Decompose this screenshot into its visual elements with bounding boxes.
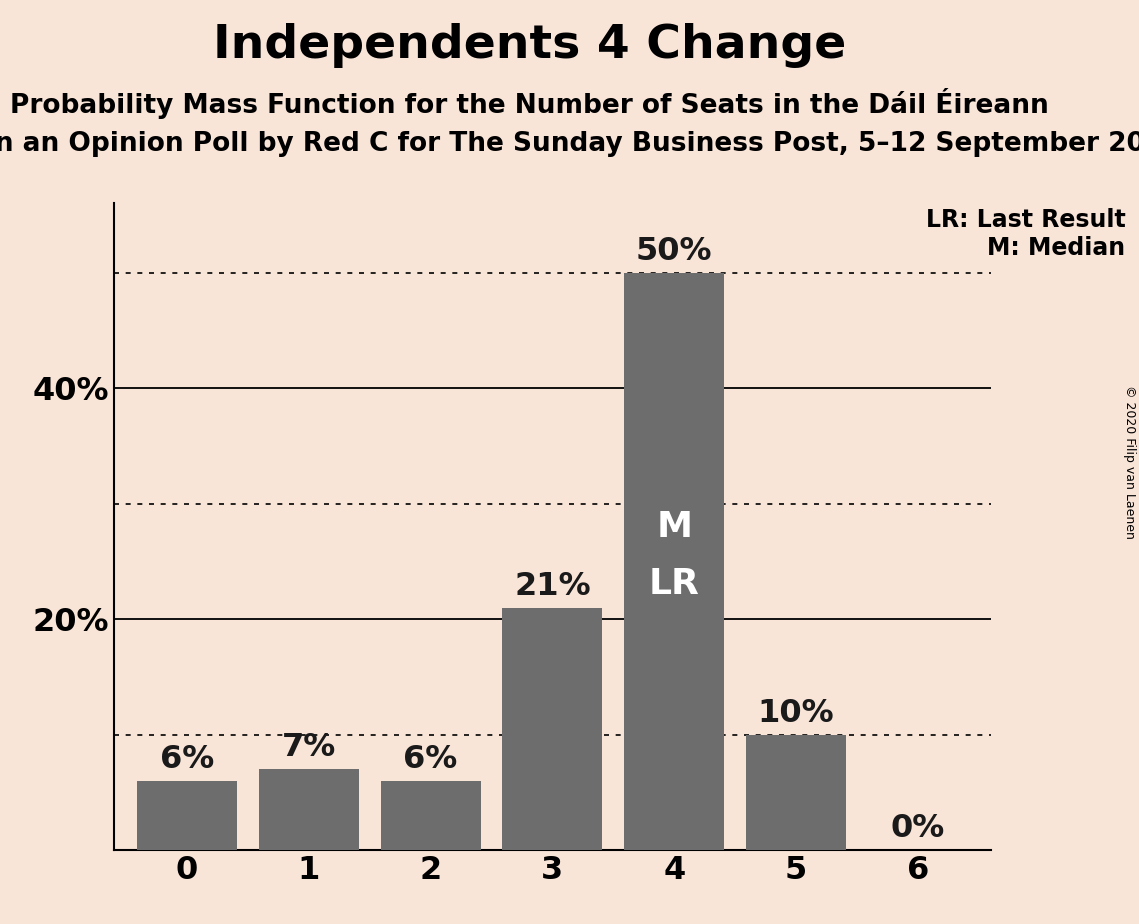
Text: 0%: 0% [891,813,945,845]
Bar [624,273,724,850]
Text: 10%: 10% [757,698,835,729]
Text: LR: Last Result: LR: Last Result [926,208,1125,232]
Bar [380,781,481,850]
Text: Probability Mass Function for the Number of Seats in the Dáil Éireann: Probability Mass Function for the Number… [10,88,1049,119]
Text: M: Median: M: Median [988,236,1125,260]
Bar [259,769,359,850]
Text: 50%: 50% [636,236,713,267]
Text: 6%: 6% [403,744,458,775]
Text: 7%: 7% [281,733,336,763]
Bar [502,608,603,850]
Text: 21%: 21% [514,571,591,602]
Bar [746,735,846,850]
Text: 6%: 6% [159,744,214,775]
Text: Based on an Opinion Poll by Red C for The Sunday Business Post, 5–12 September 2: Based on an Opinion Poll by Red C for Th… [0,131,1139,157]
Text: LR: LR [649,567,699,602]
Bar [137,781,237,850]
Text: M: M [656,510,693,543]
Text: © 2020 Filip van Laenen: © 2020 Filip van Laenen [1123,385,1136,539]
Text: Independents 4 Change: Independents 4 Change [213,23,846,68]
